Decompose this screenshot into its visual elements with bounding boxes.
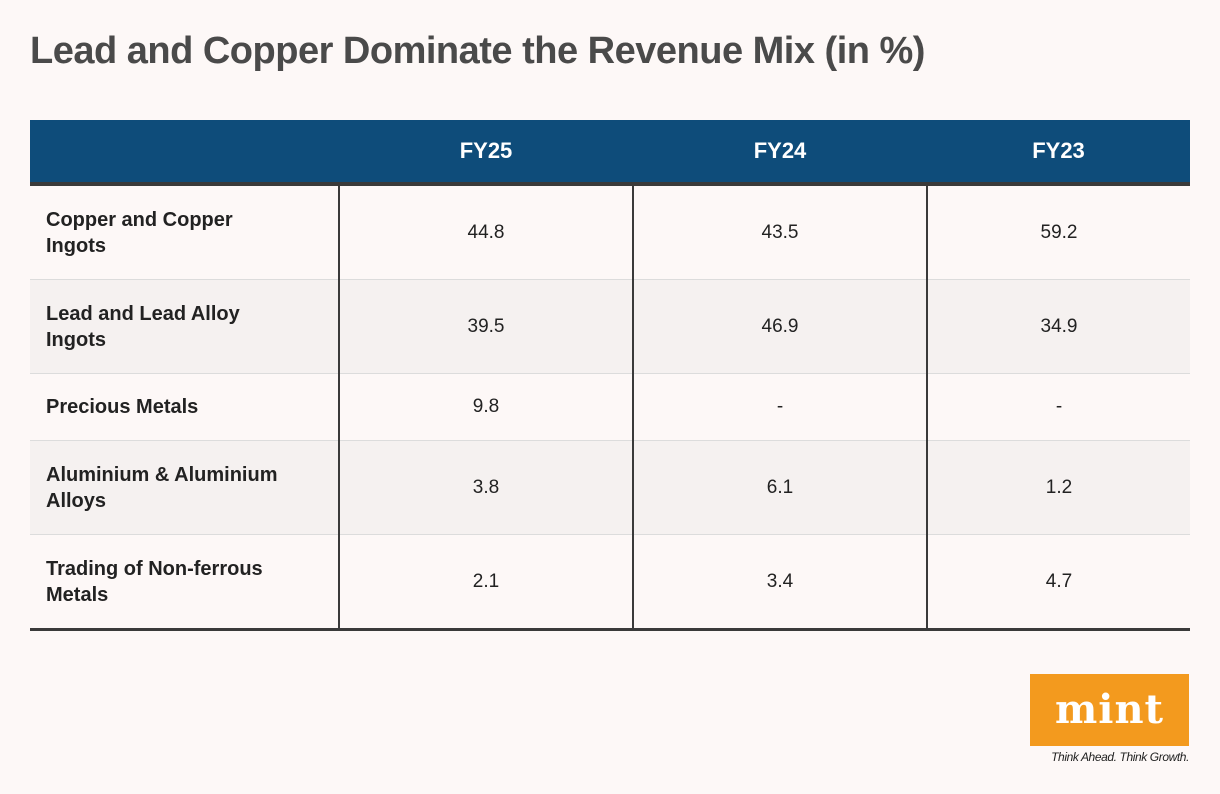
cell-value: 3.4 xyxy=(632,534,927,631)
header-cell-segment xyxy=(30,120,339,186)
logo-text: mint xyxy=(1054,686,1165,733)
chart-title: Lead and Copper Dominate the Revenue Mix… xyxy=(30,30,925,72)
cell-value: 4.7 xyxy=(926,534,1190,631)
table-row: Copper and Copper Ingots 44.8 43.5 59.2 xyxy=(30,184,1190,280)
cell-value: 6.1 xyxy=(632,440,927,535)
brand-tagline: Think Ahead. Think Growth. xyxy=(1051,750,1189,764)
cell-value: - xyxy=(926,373,1190,441)
cell-value: 39.5 xyxy=(338,279,633,374)
cell-value: 1.2 xyxy=(926,440,1190,535)
cell-value: 34.9 xyxy=(926,279,1190,374)
table-header-row: FY25 FY24 FY23 xyxy=(30,120,1190,186)
row-label: Trading of Non-ferrous Metals xyxy=(30,534,339,631)
revenue-mix-table-container: FY25 FY24 FY23 Copper and Copper Ingots … xyxy=(30,120,1190,631)
header-cell-fy24: FY24 xyxy=(633,120,927,186)
cell-value: 46.9 xyxy=(632,279,927,374)
cell-value: 9.8 xyxy=(338,373,633,441)
table-row: Lead and Lead Alloy Ingots 39.5 46.9 34.… xyxy=(30,279,1190,374)
table-row: Precious Metals 9.8 - - xyxy=(30,373,1190,441)
cell-value: 59.2 xyxy=(926,184,1190,280)
revenue-mix-table: FY25 FY24 FY23 Copper and Copper Ingots … xyxy=(30,120,1190,631)
header-cell-fy23: FY23 xyxy=(927,120,1190,186)
row-label: Aluminium & Aluminium Alloys xyxy=(30,440,339,535)
row-label: Copper and Copper Ingots xyxy=(30,184,339,280)
row-label: Precious Metals xyxy=(30,373,339,441)
cell-value: 3.8 xyxy=(338,440,633,535)
row-label: Lead and Lead Alloy Ingots xyxy=(30,279,339,374)
cell-value: - xyxy=(632,373,927,441)
cell-value: 43.5 xyxy=(632,184,927,280)
table-row: Aluminium & Aluminium Alloys 3.8 6.1 1.2 xyxy=(30,440,1190,535)
cell-value: 44.8 xyxy=(338,184,633,280)
cell-value: 2.1 xyxy=(338,534,633,631)
table-row: Trading of Non-ferrous Metals 2.1 3.4 4.… xyxy=(30,534,1190,631)
header-cell-fy25: FY25 xyxy=(339,120,633,186)
mint-logo: mint xyxy=(1030,674,1189,746)
